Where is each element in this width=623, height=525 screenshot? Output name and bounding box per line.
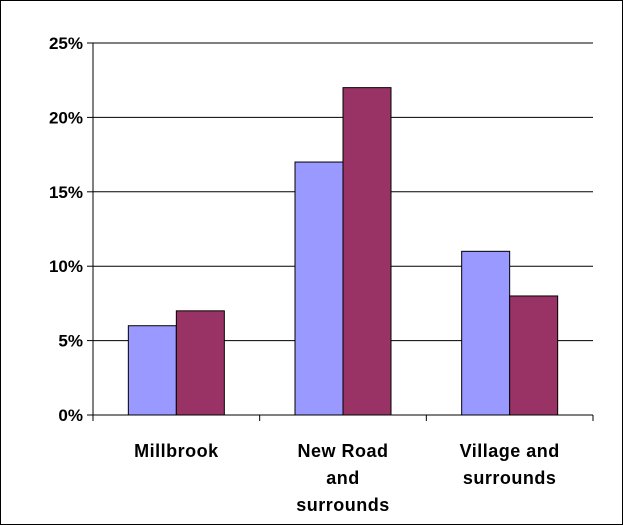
bar: [342, 87, 392, 416]
x-category-label: and: [326, 468, 360, 488]
x-category-label: surrounds: [463, 468, 557, 488]
bar: [509, 295, 559, 416]
bar: [461, 250, 511, 416]
labels: 0% 5% 10% 15% 20% 25% Millbrook New Road and surr…: [49, 34, 560, 515]
bar: [294, 161, 344, 416]
y-tick-label: 5%: [58, 332, 83, 351]
x-category-label: Millbrook: [134, 441, 219, 461]
axes: [87, 42, 594, 421]
y-tick-label: 25%: [49, 34, 83, 53]
bar: [175, 310, 225, 416]
y-tick-label: 15%: [49, 183, 83, 202]
bar: [127, 325, 177, 416]
bars: [127, 87, 559, 416]
y-tick-label: 0%: [58, 406, 83, 425]
x-category-label: surrounds: [296, 495, 390, 515]
x-category-label: New Road: [297, 441, 388, 461]
x-category-label: Village and: [460, 441, 560, 461]
y-tick-label: 10%: [49, 257, 83, 276]
y-tick-label: 20%: [49, 108, 83, 127]
